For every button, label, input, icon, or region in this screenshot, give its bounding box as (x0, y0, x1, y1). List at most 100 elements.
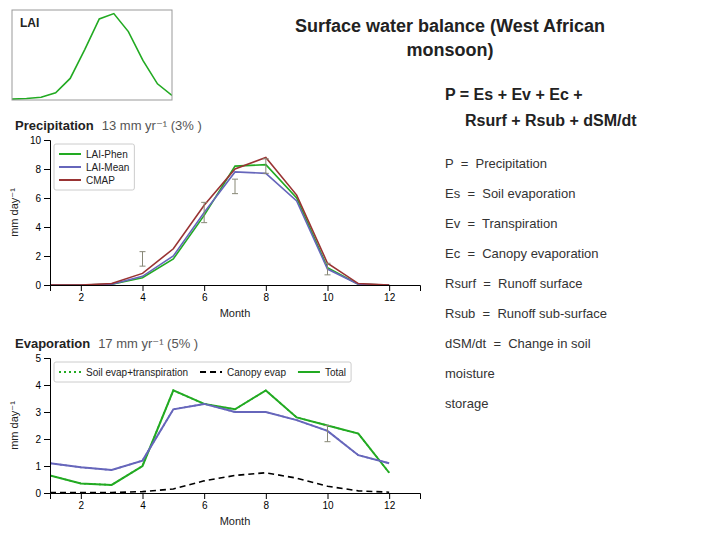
y-axis-title: mm day⁻¹ (8, 188, 20, 237)
tick-label: 0 (35, 488, 41, 499)
chart-title: Evaporation (15, 336, 90, 351)
tick-mark (81, 493, 82, 499)
tick-mark (204, 285, 205, 291)
tick: 2 (35, 434, 50, 445)
tick-label: 10 (322, 292, 334, 303)
tick-label: 6 (35, 193, 41, 204)
tick-label: 8 (264, 292, 270, 303)
tick: 12 (384, 285, 396, 303)
plot-frame (12, 10, 172, 100)
tick-mark (328, 493, 329, 499)
tick-mark (389, 493, 390, 499)
legend-label: Soil evap+transpiration (86, 367, 188, 378)
annotation: storage (445, 396, 488, 411)
tick: 5 (35, 353, 50, 364)
tick: 2 (35, 251, 50, 262)
annotation: Ev = Transpiration (445, 216, 557, 231)
legend-item: LAI-Phen (59, 149, 128, 160)
legend-label: CMAP (86, 175, 115, 186)
annotation: P = Precipitation (445, 156, 547, 171)
tick-label: 8 (35, 164, 41, 175)
tick-label: 12 (384, 500, 396, 511)
legend-box (54, 362, 351, 382)
tick: 0 (35, 280, 50, 291)
tick: 2 (79, 493, 85, 511)
error-bar (325, 426, 331, 442)
legend: LAI-Phen LAI-Mean CMAP (54, 144, 134, 190)
tick-mark (44, 227, 50, 228)
tick-label: 5 (35, 353, 41, 364)
chart-heading: Precipitation13 mm yr⁻¹ (3% ) (15, 118, 202, 133)
tick-mark (266, 493, 267, 499)
tick: 12 (384, 493, 396, 511)
tick-mark (44, 256, 50, 257)
legend-swatch (59, 179, 81, 181)
annotation: moisture (445, 366, 495, 381)
tick-label: 10 (322, 500, 334, 511)
legend-item: LAI-Mean (59, 162, 129, 173)
legend-label: Total (325, 367, 346, 378)
error-bar (140, 252, 146, 267)
axis-line (44, 359, 51, 494)
axis-line (44, 141, 51, 286)
tick-label: 0 (35, 280, 41, 291)
series-line (50, 404, 389, 470)
tick: 1 (35, 461, 50, 472)
annotation: Es = Soil evaporation (445, 186, 575, 201)
legend-item: Canopy evap (200, 367, 286, 378)
legend-label: LAI-Phen (86, 149, 128, 160)
chart: 246810120246810Monthmm day⁻¹Precipitatio… (8, 118, 421, 319)
figure-title: Surface water balance (West Africanmonso… (295, 16, 605, 60)
tick-label: 8 (264, 500, 270, 511)
tick-mark (328, 285, 329, 291)
annotation: Rsub = Runoff sub-surface (445, 306, 607, 321)
tick-label: 4 (140, 292, 146, 303)
tick-label: 6 (202, 500, 208, 511)
tick-label: 2 (79, 500, 85, 511)
y-axis: 0 1 2 3 4 5 (35, 353, 50, 499)
tick-mark (81, 285, 82, 291)
chart-title: LAI (20, 16, 39, 30)
series-line (50, 390, 389, 485)
error-bar (263, 159, 269, 174)
chart: 24681012012345Monthmm day⁻¹Evaporation17… (8, 336, 421, 527)
legend-swatch (59, 371, 81, 373)
x-axis-title: Month (220, 515, 251, 527)
legend-item: Soil evap+transpiration (59, 367, 188, 378)
legend-label: LAI-Mean (86, 162, 129, 173)
tick-label: 2 (35, 251, 41, 262)
tick: 4 (140, 493, 146, 511)
tick-mark (44, 385, 50, 386)
tick-mark (44, 140, 50, 141)
tick-label: 4 (35, 380, 41, 391)
tick: 8 (264, 285, 270, 303)
legend-swatch (59, 166, 81, 168)
chart: LAI (12, 10, 172, 100)
series-line (50, 165, 389, 285)
tick: 2 (79, 285, 85, 303)
tick: 4 (35, 222, 50, 233)
tick: 6 (202, 285, 208, 303)
legend-swatch (298, 371, 320, 373)
tick-mark (204, 493, 205, 499)
tick-mark (44, 493, 50, 494)
figure: Surface water balance (West Africanmonso… (0, 0, 720, 540)
legend-swatch (59, 153, 81, 155)
series-line (50, 157, 389, 285)
tick-label: 4 (35, 222, 41, 233)
figure-title-line: Surface water balance (West African (295, 16, 605, 36)
annotation: Rsurf = Runoff surface (445, 276, 582, 291)
series-line (50, 390, 389, 485)
tick-mark (44, 169, 50, 170)
tick-label: 1 (35, 461, 41, 472)
tick: 10 (322, 493, 334, 511)
tick: 0 (35, 488, 50, 499)
error-bar (201, 202, 207, 222)
legend-box (54, 144, 134, 190)
legend-swatch (200, 371, 222, 373)
annotation: dSM/dt = Change in soil (445, 336, 591, 351)
legend-item: Total (298, 367, 346, 378)
tick-label: 10 (30, 135, 42, 146)
error-bar (325, 263, 331, 275)
tick: 3 (35, 407, 50, 418)
